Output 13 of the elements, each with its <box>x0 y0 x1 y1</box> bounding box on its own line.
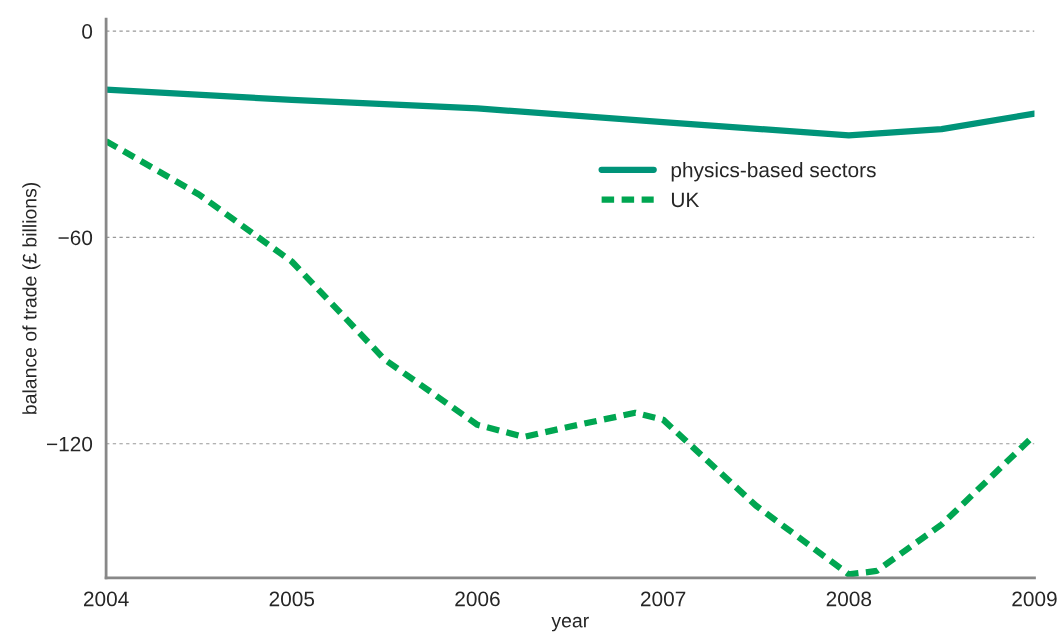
y-tick-label: 0 <box>82 24 93 39</box>
x-axis-title: year <box>551 616 589 632</box>
x-tick-label: 2005 <box>269 591 315 607</box>
x-tick-label: 2008 <box>826 591 872 607</box>
legend-label: physics-based sectors <box>671 162 876 182</box>
x-tick-label: 2004 <box>83 591 129 607</box>
x-tick-label: 2006 <box>455 591 500 607</box>
y-axis-title: balance of trade (£ billions) <box>22 182 41 414</box>
y-tick-label: −60 <box>58 230 93 246</box>
x-tick-label: 2009 <box>1012 591 1057 607</box>
x-tick-label: 2007 <box>641 591 686 607</box>
legend-label: UK <box>671 192 700 208</box>
y-tick-label: −120 <box>47 436 93 452</box>
